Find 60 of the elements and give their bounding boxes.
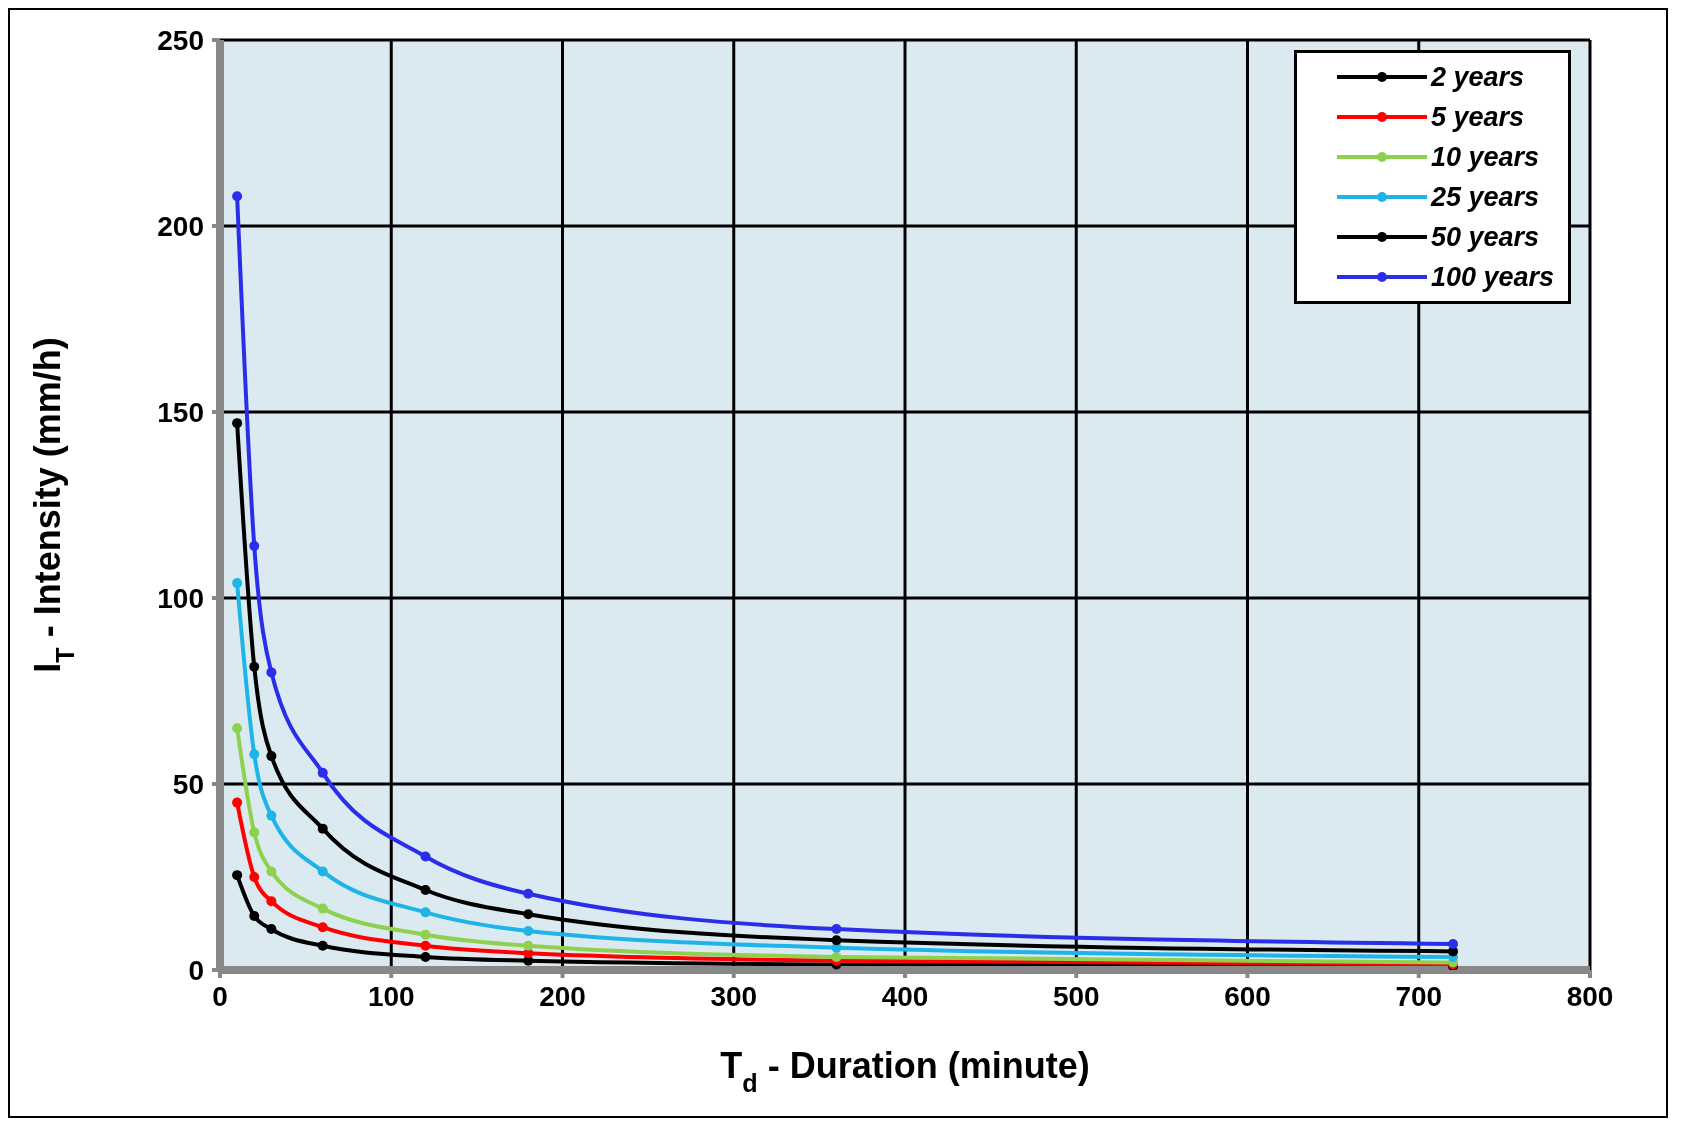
point [831,951,842,962]
y-tick-label: 0 [188,954,204,986]
point [249,661,260,672]
point [523,909,534,920]
point [232,191,243,202]
point [249,749,260,760]
point [266,667,277,678]
point [831,935,842,946]
point [523,888,534,899]
point [232,870,243,881]
point [266,866,277,877]
point [266,810,277,821]
x-tick-label: 300 [710,980,758,1012]
point [420,851,431,862]
x-tick-label: 200 [539,980,586,1012]
legend-label: 10 years [1430,141,1539,173]
legend-label: 100 years [1430,261,1554,293]
point [266,751,277,762]
point [232,578,243,589]
point [523,925,534,936]
x-tick-label: 600 [1224,980,1271,1012]
point [249,872,260,882]
point [317,922,328,933]
point [420,951,431,962]
y-tick-label: 50 [172,768,204,800]
legend-label: 5 years [1430,101,1524,133]
y-tick-label: 250 [157,24,204,56]
point [317,767,328,778]
point [523,940,534,951]
point [266,924,277,935]
point [266,896,277,907]
x-tick-label: 500 [1052,980,1100,1012]
point [317,866,328,877]
point [317,940,328,951]
x-tick-label: 700 [1395,980,1443,1012]
legend-label: 2 years [1430,61,1524,93]
legend-label: 25 years [1430,181,1539,213]
point [249,911,260,922]
x-tick-label: 100 [367,980,415,1012]
point [831,924,842,935]
x-tick-label: 0 [212,980,228,1012]
legend-label: 50 years [1430,221,1539,253]
point [317,903,328,914]
x-axis-title: T$_{d}$ - Duration (minute) [720,1045,1090,1097]
point [420,929,431,940]
point [232,723,243,734]
point [249,827,260,838]
x-tick-label: 800 [1566,980,1614,1012]
point [249,540,260,551]
point [232,797,243,808]
point [420,907,431,918]
y-tick-label: 100 [157,582,204,614]
point [232,418,243,429]
point [420,885,431,896]
point [1448,938,1458,949]
point [420,940,431,951]
y-tick-label: 150 [157,396,204,428]
x-tick-label: 400 [881,980,929,1012]
y-tick-label: 200 [157,210,204,242]
point [317,823,328,834]
